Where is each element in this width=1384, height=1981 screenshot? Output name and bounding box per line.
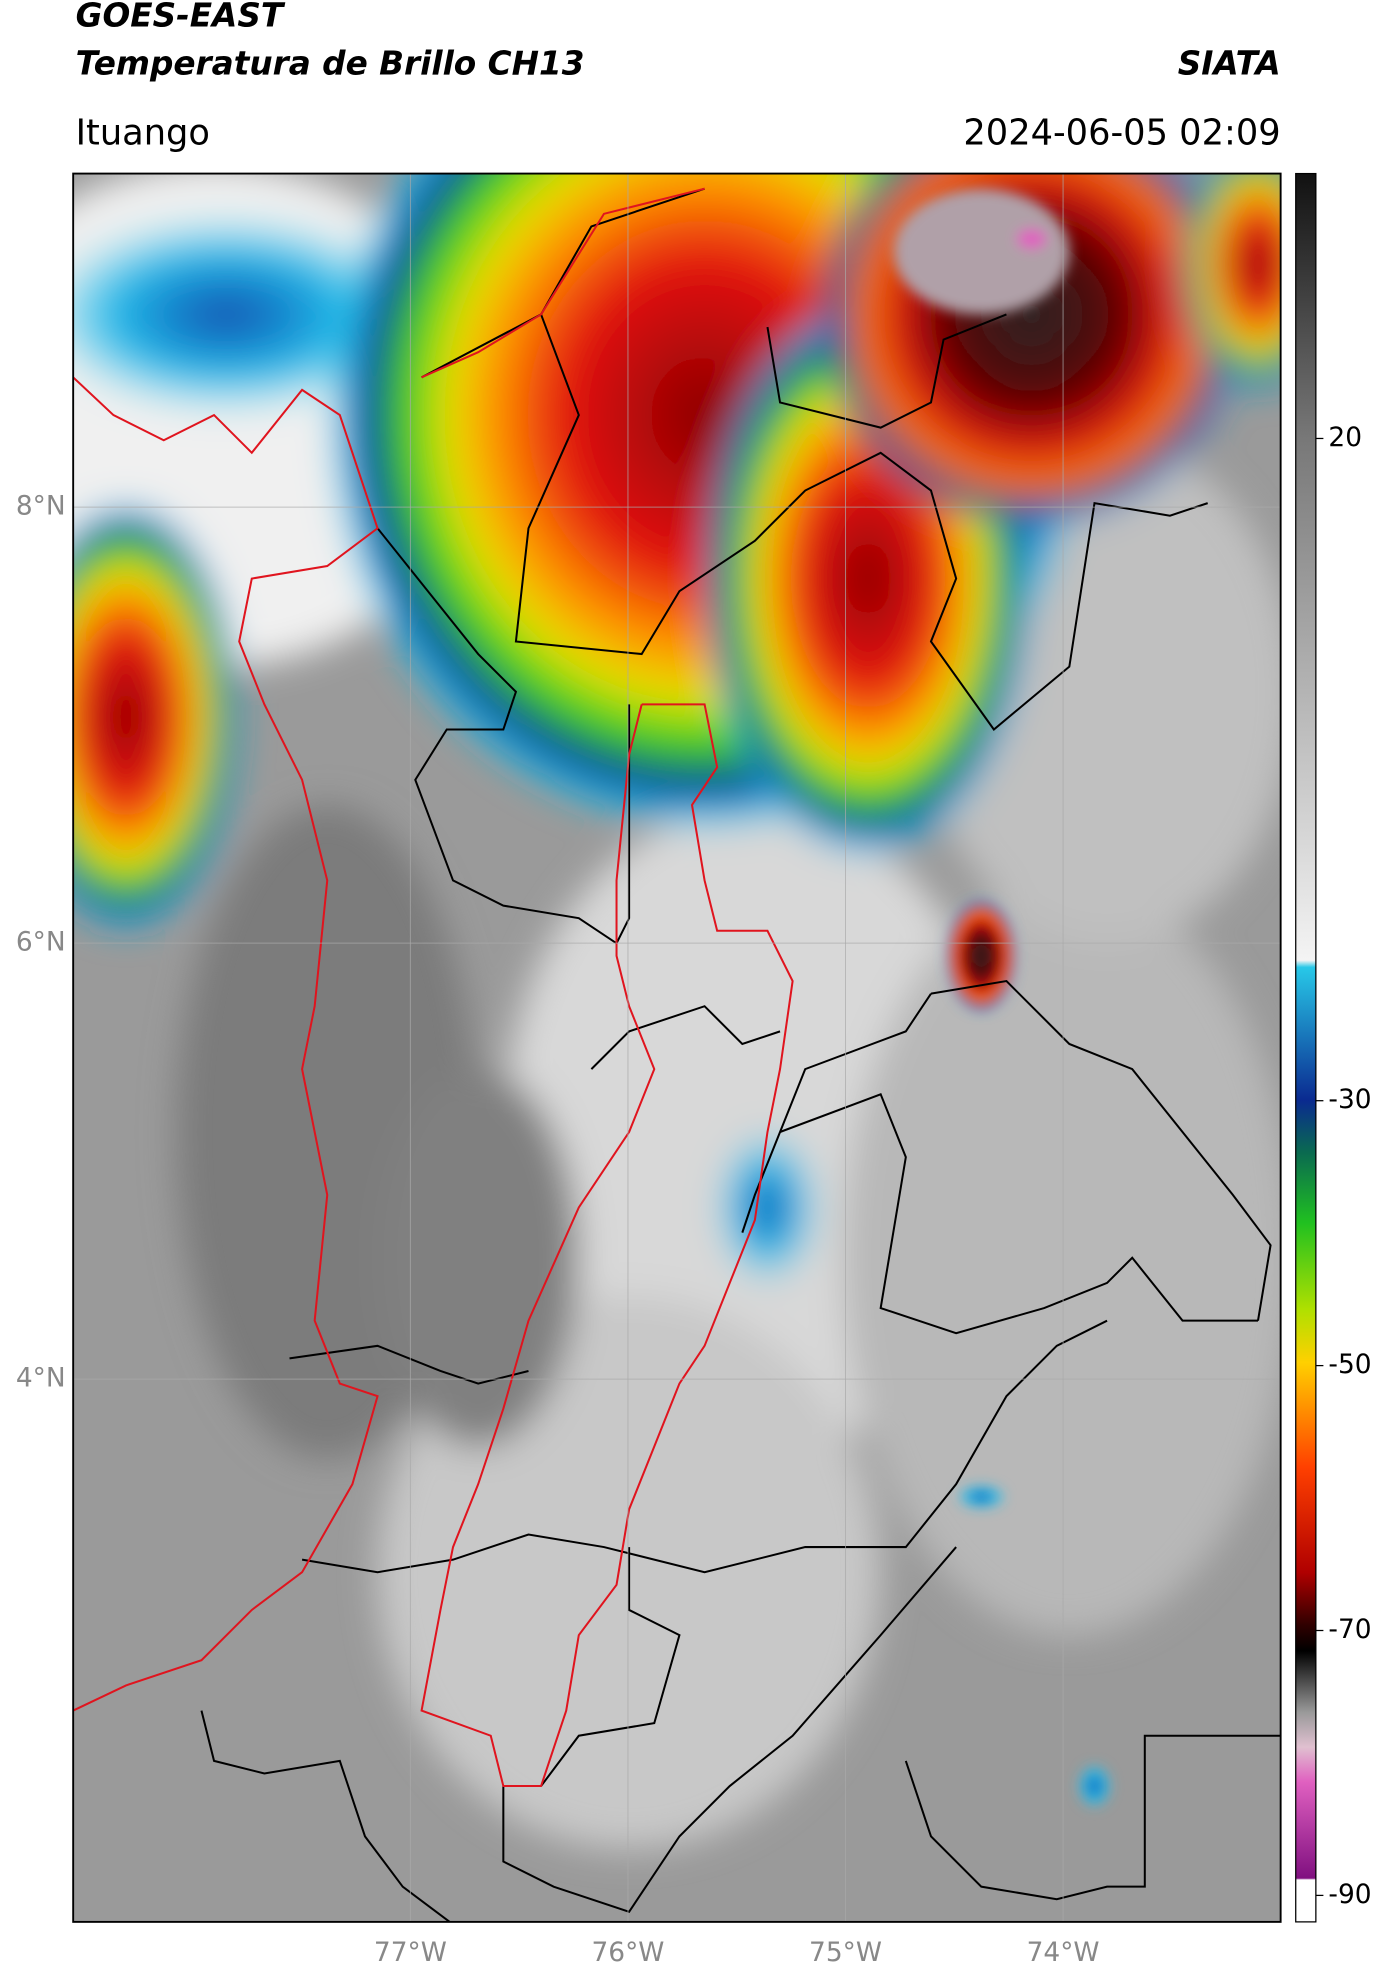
- location: Ituango: [76, 113, 210, 154]
- lon-label: 75°W: [809, 1937, 882, 1968]
- map-frame: [72, 172, 1282, 1923]
- colorbar: [1295, 172, 1317, 1923]
- colorbar-label: -90: [1328, 1879, 1371, 1910]
- colorbar-label: -50: [1328, 1349, 1371, 1380]
- satellite-image: [73, 173, 1281, 1922]
- colorbar-label: -30: [1328, 1084, 1371, 1115]
- brand: SIATA: [1178, 44, 1281, 82]
- colorbar-label: 20: [1328, 422, 1362, 453]
- lon-label: 76°W: [591, 1937, 664, 1968]
- lon-label: 74°W: [1027, 1937, 1100, 1968]
- lat-label: 6°N: [16, 927, 66, 958]
- datetime: 2024-06-05 02:09: [963, 113, 1280, 154]
- colorbar-label: -70: [1328, 1614, 1371, 1645]
- lon-label: 77°W: [374, 1937, 447, 1968]
- lat-label: 8°N: [16, 491, 66, 522]
- subtitle: Temperatura de Brillo CH13: [76, 44, 585, 82]
- title: GOES-EAST: [76, 0, 286, 35]
- lat-label: 4°N: [16, 1363, 66, 1394]
- graticule: [73, 173, 1281, 1922]
